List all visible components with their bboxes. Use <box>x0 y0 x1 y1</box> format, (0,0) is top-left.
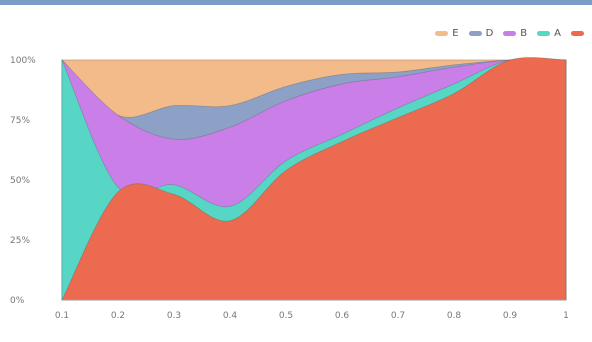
y-tick-label: 25% <box>10 236 30 246</box>
x-tick-label: 0.1 <box>55 311 69 321</box>
legend-item-e: E <box>435 28 459 39</box>
legend-item-d: D <box>468 28 494 39</box>
y-tick-label: 0% <box>10 296 25 306</box>
y-tick-label: 50% <box>10 176 30 186</box>
x-tick-label: 1 <box>563 311 569 321</box>
legend-label: A <box>554 28 561 39</box>
legend-label: B <box>520 28 528 39</box>
y-tick-label: 75% <box>10 116 30 126</box>
legend-item-b: B <box>503 28 527 39</box>
legend-item-base <box>571 31 584 36</box>
legend-label: E <box>452 28 459 39</box>
legend-swatch <box>537 31 551 36</box>
legend-swatch <box>435 31 449 36</box>
top-rule <box>0 0 592 5</box>
legend-swatch <box>468 31 482 36</box>
x-tick-label: 0.4 <box>223 311 238 321</box>
x-tick-label: 0.6 <box>335 311 350 321</box>
y-tick-label: 100% <box>10 56 36 66</box>
area-base <box>61 57 567 301</box>
legend-swatch <box>503 31 517 36</box>
legend-item-a: A <box>537 28 561 39</box>
x-tick-label: 0.7 <box>391 311 405 321</box>
legend-swatch <box>571 31 584 36</box>
legend-label: D <box>485 28 494 39</box>
x-tick-label: 0.9 <box>503 311 518 321</box>
x-tick-label: 0.5 <box>279 311 293 321</box>
x-tick-label: 0.3 <box>167 311 181 321</box>
x-tick-label: 0.8 <box>447 311 462 321</box>
x-tick-label: 0.2 <box>111 311 125 321</box>
